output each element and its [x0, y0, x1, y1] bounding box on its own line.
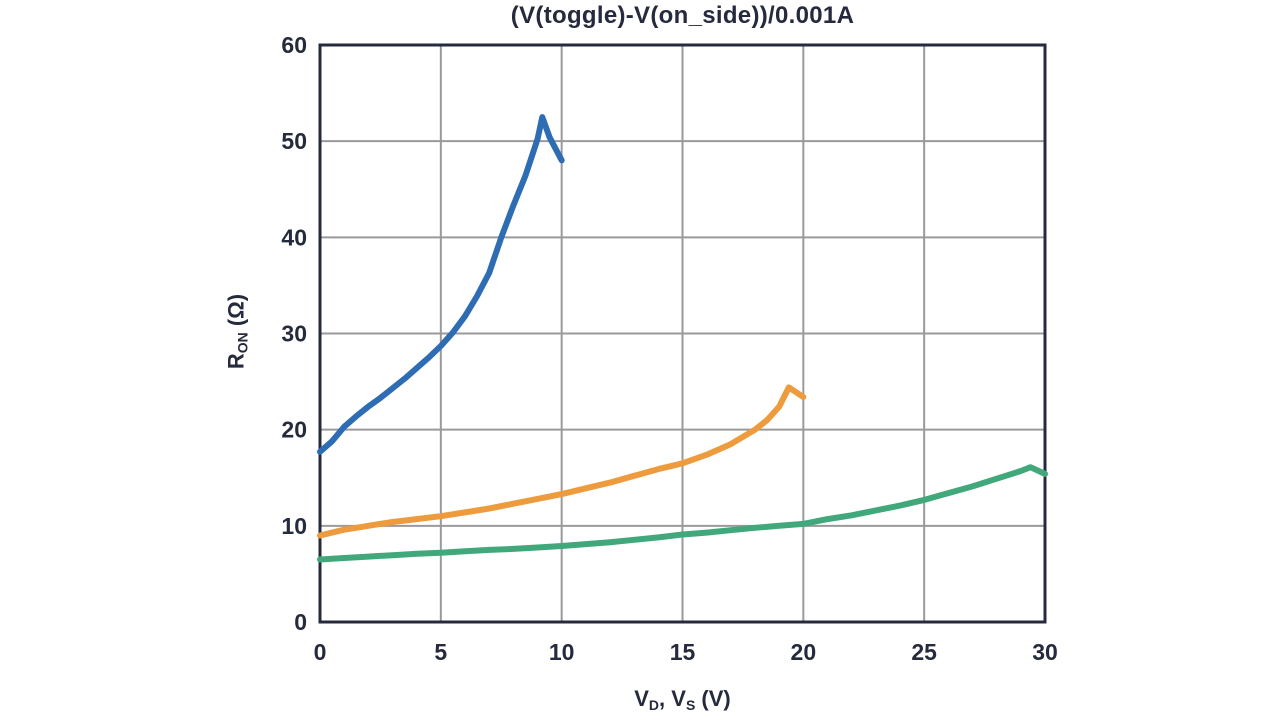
y-axis-label-unit: (Ω) [223, 293, 249, 333]
y-tick-label-30: 30 [281, 321, 307, 347]
x-axis-label-text2: , V [659, 686, 686, 711]
y-axis-label-text: R [223, 353, 249, 370]
y-tick-label-50: 50 [281, 128, 307, 154]
x-tick-label-10: 10 [549, 639, 575, 665]
x-tick-label-30: 30 [1032, 639, 1058, 665]
y-tick-label-60: 60 [281, 32, 307, 58]
y-axis-label-sub-on: ON [234, 332, 251, 354]
x-tick-label-25: 25 [911, 639, 937, 665]
curve-orange [317, 384, 807, 539]
curve-green [317, 464, 1048, 563]
x-tick-label-20: 20 [791, 639, 817, 665]
x-tick-label-0: 0 [314, 639, 327, 665]
y-tick-label-10: 10 [281, 513, 307, 539]
x-axis-label: VD, VS (V) [320, 686, 1045, 713]
chart-title: (V(toggle)-V(on_side))/0.001A [510, 2, 855, 29]
y-tick-label-20: 20 [281, 417, 307, 443]
y-tick-label-40: 40 [281, 224, 307, 250]
y-axis-label: RON (Ω) [224, 212, 251, 452]
x-axis-label-sub-d: D [648, 697, 660, 713]
x-tick-label-15: 15 [670, 639, 696, 665]
plot-border [318, 43, 1047, 624]
x-axis-label-unit: (V) [695, 686, 731, 711]
x-tick-label-5: 5 [434, 639, 447, 665]
curve-blue [317, 114, 565, 455]
y-tick-label-0: 0 [294, 609, 307, 635]
x-axis-label-sub-s: S [685, 697, 696, 713]
x-axis-label-text: V [634, 686, 649, 711]
